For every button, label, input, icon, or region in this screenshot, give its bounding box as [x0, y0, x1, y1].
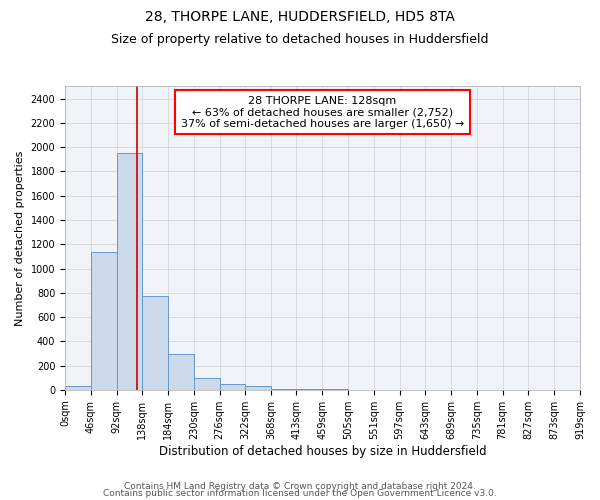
Y-axis label: Number of detached properties: Number of detached properties	[15, 150, 25, 326]
Text: 28, THORPE LANE, HUDDERSFIELD, HD5 8TA: 28, THORPE LANE, HUDDERSFIELD, HD5 8TA	[145, 10, 455, 24]
Text: Contains HM Land Registry data © Crown copyright and database right 2024.: Contains HM Land Registry data © Crown c…	[124, 482, 476, 491]
Bar	[296, 389, 322, 390]
X-axis label: Distribution of detached houses by size in Huddersfield: Distribution of detached houses by size …	[159, 444, 487, 458]
Text: 28 THORPE LANE: 128sqm
← 63% of detached houses are smaller (2,752)
37% of semi-: 28 THORPE LANE: 128sqm ← 63% of detached…	[181, 96, 464, 129]
Text: Size of property relative to detached houses in Huddersfield: Size of property relative to detached ho…	[111, 32, 489, 46]
Bar	[194, 378, 220, 390]
Bar	[168, 354, 194, 390]
Bar	[116, 153, 142, 390]
Bar	[142, 296, 168, 390]
Bar	[220, 384, 245, 390]
Text: Contains public sector information licensed under the Open Government Licence v3: Contains public sector information licen…	[103, 488, 497, 498]
Bar	[65, 386, 91, 390]
Bar	[271, 388, 296, 390]
Bar	[91, 252, 116, 390]
Bar	[245, 386, 271, 390]
